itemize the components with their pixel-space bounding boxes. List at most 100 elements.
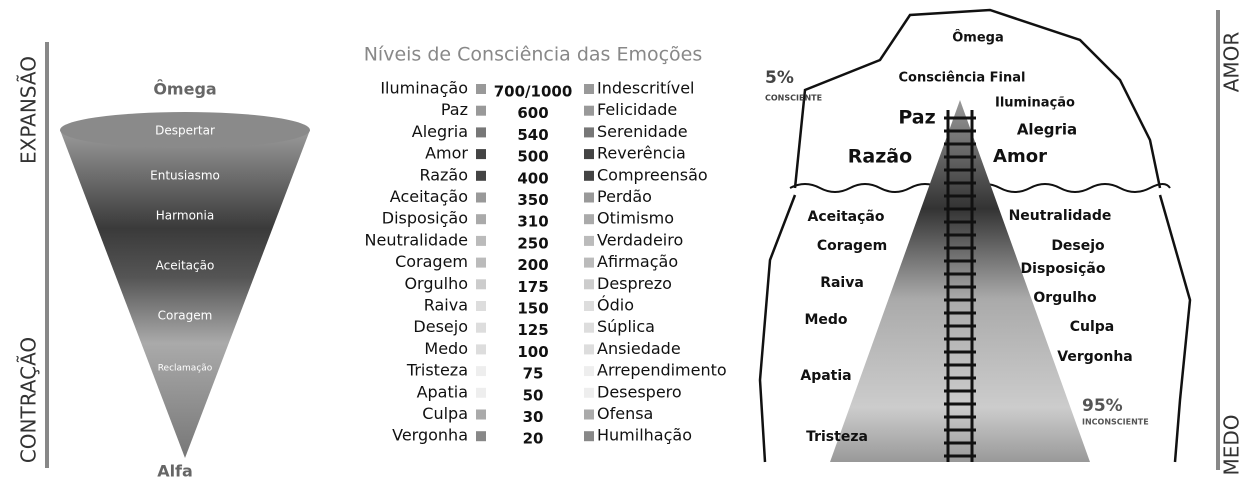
emotion: Razão bbox=[419, 165, 468, 184]
outcome: Indescritível bbox=[597, 79, 695, 98]
swatch bbox=[476, 409, 486, 420]
swatch bbox=[584, 127, 594, 138]
outcome: Desespero bbox=[597, 382, 682, 401]
cone-level: Entusiasmo bbox=[150, 169, 220, 183]
outcome: Otimismo bbox=[597, 209, 674, 228]
swatch bbox=[584, 387, 594, 398]
love-label: AMOR bbox=[1220, 32, 1244, 93]
level-value: 100 bbox=[517, 343, 548, 361]
level-value: 150 bbox=[517, 300, 548, 318]
level-value: 200 bbox=[517, 256, 548, 274]
swatch bbox=[584, 257, 594, 268]
emotion: Apatia bbox=[417, 382, 468, 401]
outcome: Ansiedade bbox=[597, 339, 681, 358]
emotion: Raiva bbox=[424, 296, 468, 315]
outcome: Ofensa bbox=[597, 404, 653, 423]
level-value: 400 bbox=[517, 169, 548, 187]
contraction-label: CONTRAÇÃO bbox=[17, 337, 41, 463]
outcome: Felicidade bbox=[597, 100, 677, 119]
outcome: Arrependimento bbox=[597, 361, 727, 380]
swatch bbox=[584, 105, 594, 116]
iceberg-label: Aceitação bbox=[808, 209, 885, 225]
swatch bbox=[584, 344, 594, 355]
emotion: Paz bbox=[441, 100, 468, 119]
swatch bbox=[584, 431, 594, 442]
swatch bbox=[476, 214, 486, 225]
level-value: 350 bbox=[517, 191, 548, 209]
iceberg-label: Neutralidade bbox=[1009, 208, 1112, 224]
emotion: Desejo bbox=[413, 317, 468, 336]
iceberg-label: Vergonha bbox=[1057, 349, 1133, 365]
iceberg-label: Tristeza bbox=[806, 429, 868, 445]
level-value: 175 bbox=[517, 278, 548, 296]
emotion: Vergonha bbox=[392, 426, 468, 445]
swatch bbox=[584, 192, 594, 203]
outcome: Afirmação bbox=[597, 252, 678, 271]
table-title: Níveis de Consciência das Emoções bbox=[364, 44, 703, 66]
swatch bbox=[476, 149, 486, 160]
emotion: Alegria bbox=[412, 122, 468, 141]
swatch bbox=[476, 387, 486, 398]
iceberg-label: Amor bbox=[993, 146, 1047, 167]
emotion: Tristeza bbox=[406, 361, 468, 380]
emotion: Iluminação bbox=[380, 79, 468, 98]
swatch bbox=[584, 214, 594, 225]
emotion: Amor bbox=[425, 144, 468, 163]
emotion: Aceitação bbox=[390, 187, 468, 206]
alfa-label: Alfa bbox=[157, 462, 193, 481]
conscious-label: CONSCIENTE bbox=[765, 94, 822, 103]
iceberg-label: Coragem bbox=[817, 238, 887, 254]
level-value: 250 bbox=[517, 234, 548, 252]
iceberg-label: Desejo bbox=[1051, 238, 1105, 254]
outcome: Súplica bbox=[597, 317, 655, 336]
swatch bbox=[476, 366, 486, 377]
outcome: Perdão bbox=[597, 187, 652, 206]
iceberg-label: Orgulho bbox=[1033, 290, 1097, 306]
outcome: Compreensão bbox=[597, 165, 708, 184]
level-value: 20 bbox=[523, 430, 544, 448]
swatch bbox=[476, 105, 486, 116]
cone-top bbox=[60, 112, 310, 148]
emotion: Orgulho bbox=[404, 274, 468, 293]
swatch bbox=[476, 322, 486, 333]
swatch bbox=[584, 84, 594, 94]
iceberg-label: Paz bbox=[898, 107, 935, 129]
emotion: Culpa bbox=[422, 404, 468, 423]
cone bbox=[60, 130, 310, 458]
cone-level: Coragem bbox=[158, 309, 213, 323]
swatch bbox=[584, 301, 594, 311]
level-value: 700/1000 bbox=[494, 83, 573, 101]
swatch bbox=[476, 301, 486, 311]
swatch bbox=[476, 431, 486, 442]
iceberg-label: Iluminação bbox=[995, 96, 1075, 111]
iceberg-label: Culpa bbox=[1070, 319, 1115, 335]
level-value: 500 bbox=[517, 148, 548, 166]
level-value: 310 bbox=[517, 213, 548, 231]
level-value: 50 bbox=[523, 386, 544, 404]
conscious-percent: 5% bbox=[765, 68, 794, 88]
iceberg-label: Ômega bbox=[952, 30, 1004, 46]
iceberg-label: Disposição bbox=[1021, 261, 1106, 277]
swatch bbox=[584, 279, 594, 290]
swatch bbox=[584, 366, 594, 377]
outcome: Serenidade bbox=[597, 122, 688, 141]
emotion: Neutralidade bbox=[365, 230, 468, 249]
swatch bbox=[476, 192, 486, 203]
swatch bbox=[476, 84, 486, 94]
iceberg-label: Alegria bbox=[1017, 121, 1077, 139]
level-value: 75 bbox=[523, 365, 544, 383]
cone-level: Aceitação bbox=[156, 259, 215, 273]
cone-level: Despertar bbox=[155, 124, 215, 138]
level-value: 540 bbox=[517, 126, 548, 144]
swatch bbox=[584, 170, 594, 181]
iceberg-label: Razão bbox=[848, 146, 912, 168]
swatch bbox=[584, 235, 594, 246]
outcome: Verdadeiro bbox=[597, 230, 683, 249]
fear-label: MEDO bbox=[1220, 414, 1244, 475]
expansion-label: EXPANSÃO bbox=[17, 56, 41, 164]
outcome: Reverência bbox=[597, 144, 686, 163]
iceberg-label: Apatia bbox=[800, 368, 851, 384]
unconscious-label: INCONSCIENTE bbox=[1082, 418, 1149, 427]
swatch bbox=[584, 322, 594, 333]
